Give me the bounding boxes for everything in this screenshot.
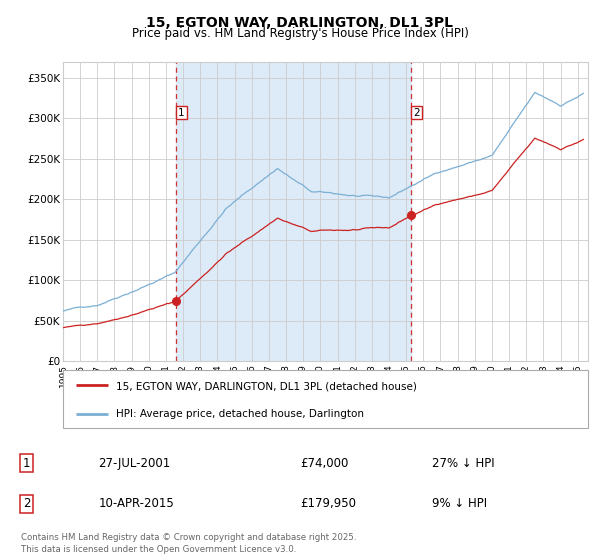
Text: Price paid vs. HM Land Registry's House Price Index (HPI): Price paid vs. HM Land Registry's House …	[131, 27, 469, 40]
Text: 1: 1	[23, 457, 30, 470]
Text: Contains HM Land Registry data © Crown copyright and database right 2025.
This d: Contains HM Land Registry data © Crown c…	[21, 533, 356, 554]
Text: £179,950: £179,950	[300, 497, 356, 510]
Text: 15, EGTON WAY, DARLINGTON, DL1 3PL: 15, EGTON WAY, DARLINGTON, DL1 3PL	[146, 16, 454, 30]
Bar	[176, 62, 411, 361]
Text: 10-APR-2015: 10-APR-2015	[98, 497, 174, 510]
Text: 27-JUL-2001: 27-JUL-2001	[98, 457, 170, 470]
FancyBboxPatch shape	[63, 370, 588, 428]
Text: 15, EGTON WAY, DARLINGTON, DL1 3PL (detached house): 15, EGTON WAY, DARLINGTON, DL1 3PL (deta…	[115, 381, 416, 391]
Text: £74,000: £74,000	[300, 457, 349, 470]
Text: 27% ↓ HPI: 27% ↓ HPI	[433, 457, 495, 470]
Text: HPI: Average price, detached house, Darlington: HPI: Average price, detached house, Darl…	[115, 409, 364, 419]
Text: 1: 1	[178, 108, 185, 118]
Text: 2: 2	[413, 108, 420, 118]
Text: 2: 2	[23, 497, 30, 510]
Text: 9% ↓ HPI: 9% ↓ HPI	[433, 497, 488, 510]
